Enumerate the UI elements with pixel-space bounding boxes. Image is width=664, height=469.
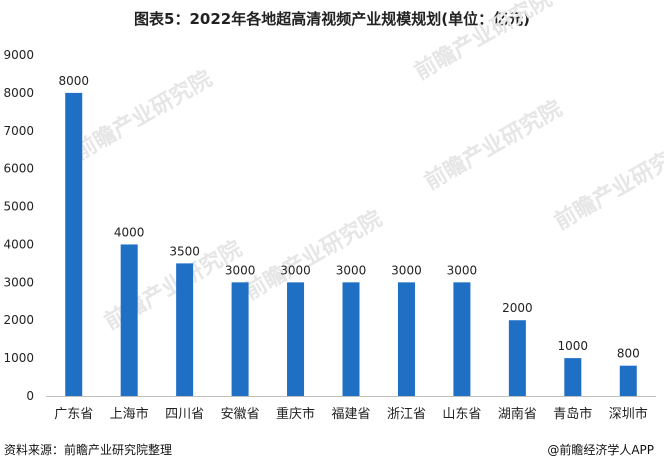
data-label: 2000 [502, 301, 533, 315]
bar [65, 92, 83, 396]
watermark-text: 前瞻产业研究院 [420, 96, 566, 196]
x-tick-label: 浙江省 [387, 407, 426, 422]
data-label: 3000 [391, 263, 422, 277]
bar [508, 320, 526, 396]
x-tick-label: 四川省 [165, 407, 204, 422]
data-label: 8000 [58, 74, 89, 88]
x-tick-label: 安徽省 [221, 407, 260, 422]
watermark-text: 前瞻产业研究院 [240, 206, 386, 306]
x-tick-label: 广东省 [54, 407, 93, 422]
bar [619, 365, 637, 396]
x-tick-label: 福建省 [331, 407, 370, 422]
data-label: 3000 [336, 263, 367, 277]
watermark-text: 前瞻产业研究院 [550, 136, 664, 236]
y-axis: 0 1000 2000 3000 4000 5000 6000 7000 8000 9000 [3, 48, 34, 403]
y-tick-label: 3000 [3, 275, 34, 289]
bar [120, 244, 138, 396]
x-tick-label: 重庆市 [276, 406, 315, 422]
y-tick-label: 6000 [3, 162, 34, 176]
y-tick-label: 5000 [3, 200, 34, 214]
y-tick-label: 7000 [3, 124, 34, 138]
y-tick-label: 0 [26, 389, 34, 403]
data-label: 3000 [447, 263, 478, 277]
source-note: 资料来源：前瞻产业研究院整理 [4, 443, 173, 457]
watermark-layer: 前瞻产业研究院前瞻产业研究院前瞻产业研究院前瞻产业研究院前瞻产业研究院前瞻产业研… [70, 0, 664, 335]
y-tick-label: 9000 [3, 48, 34, 62]
data-label: 3500 [169, 244, 200, 258]
bar [231, 282, 249, 396]
x-tick-label: 深圳市 [609, 406, 648, 422]
brand-note: @前瞻经济学人APP [547, 443, 654, 457]
x-tick-label: 青岛市 [553, 406, 592, 422]
data-label: 1000 [558, 339, 589, 353]
watermark-text: 前瞻产业研究院 [410, 0, 556, 85]
y-tick-label: 1000 [3, 351, 34, 365]
x-tick-label: 湖南省 [498, 406, 537, 422]
y-tick-label: 8000 [3, 86, 34, 100]
bar [176, 263, 194, 396]
x-tick-label: 上海市 [110, 406, 149, 422]
bar [564, 358, 582, 396]
x-axis-labels: 广东省 上海市 四川省 安徽省 重庆市 福建省 浙江省 山东省 湖南省 青岛市 深圳市 [54, 406, 648, 422]
bars-group [65, 92, 637, 396]
watermark-text: 前瞻产业研究院 [70, 66, 216, 166]
chart-title: 图表5：2022年各地超高清视频产业规模规划(单位：亿元) [134, 10, 530, 28]
y-tick-label: 2000 [3, 313, 34, 327]
bar [453, 282, 471, 396]
data-labels: 8000 4000 3500 3000 3000 3000 3000 3000 2000 1000… [58, 74, 639, 361]
data-label: 3000 [280, 263, 311, 277]
x-tick-label: 山东省 [442, 407, 481, 422]
data-label: 800 [617, 347, 640, 361]
bar [287, 282, 305, 396]
data-label: 3000 [225, 263, 256, 277]
data-label: 4000 [114, 225, 145, 239]
bar [397, 282, 415, 396]
y-tick-label: 4000 [3, 237, 34, 251]
bar [342, 282, 360, 396]
